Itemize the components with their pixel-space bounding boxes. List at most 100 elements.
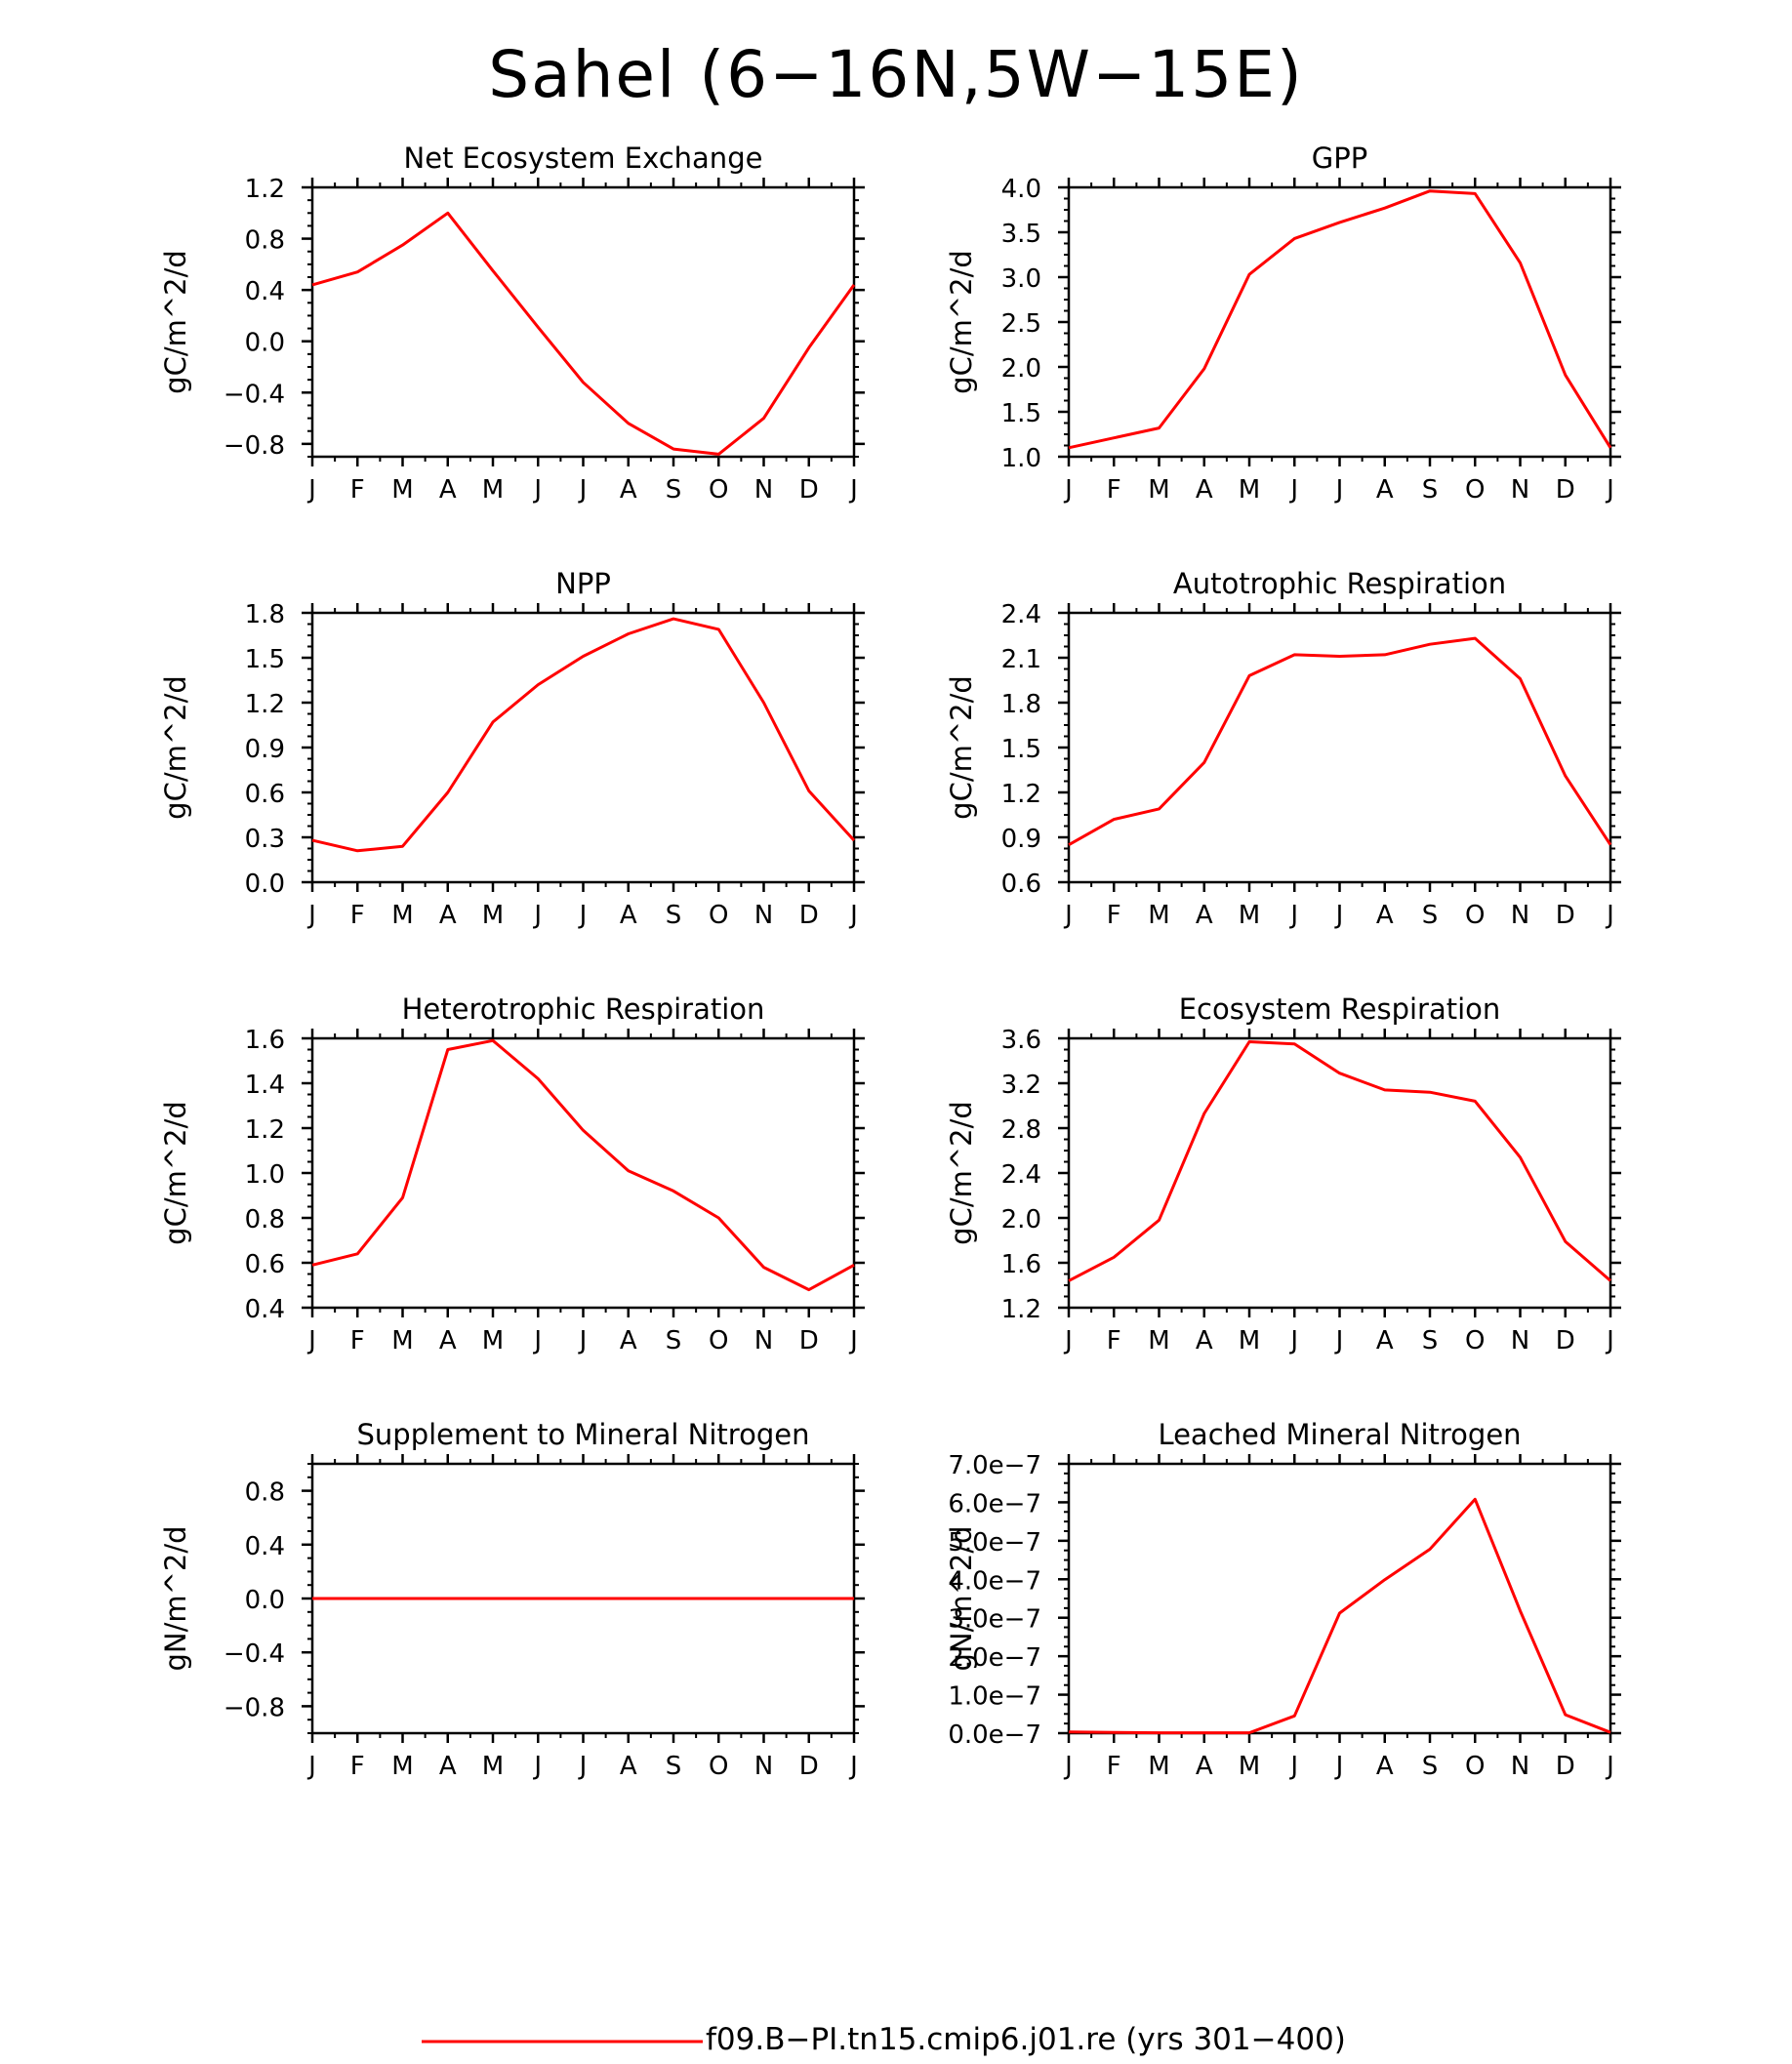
y-axis-label: gN/m^2/d: [945, 1525, 978, 1671]
y-axis-label: gC/m^2/d: [945, 1101, 978, 1245]
subplot-title: Heterotrophic Respiration: [402, 992, 765, 1026]
y-tick-label: −0.4: [224, 380, 285, 409]
x-tick-label: J: [532, 901, 542, 930]
x-tick-label: J: [1063, 901, 1073, 930]
x-tick-label: J: [1605, 901, 1614, 930]
x-tick-label: J: [1605, 475, 1614, 505]
y-tick-label: 3.6: [1001, 1026, 1041, 1055]
x-tick-label: M: [482, 1752, 504, 1781]
y-tick-label: 3.2: [1001, 1071, 1041, 1100]
panel-8: J F M A M J J A S O N D J7.0e−76.0e−75.0e−74.0e−73.0…: [945, 1418, 1621, 1781]
x-tick-label: O: [1465, 1752, 1485, 1781]
plot-frame: [310, 611, 856, 884]
y-tick-label: 5.0e−7: [948, 1528, 1041, 1558]
x-tick-label: J: [1288, 475, 1298, 505]
x-tick-label: J: [306, 1326, 316, 1356]
x-tick-label: M: [1239, 901, 1260, 930]
y-tick-label: 1.0e−7: [948, 1682, 1041, 1712]
x-tick-label: J: [848, 475, 858, 505]
x-tick-label: D: [1556, 1326, 1575, 1356]
x-tick-label: A: [1376, 1326, 1394, 1356]
x-tick-label: N: [754, 475, 773, 505]
subplot-title: GPP: [1312, 142, 1367, 175]
y-tick-label: 2.5: [1001, 309, 1041, 339]
y-tick-label: 0.4: [245, 1532, 285, 1561]
x-tick-label: S: [666, 475, 682, 505]
series-line: [1068, 636, 1612, 847]
subplot-title: NPP: [555, 567, 611, 600]
y-tick-label: 1.2: [245, 175, 285, 204]
x-tick-label: M: [1148, 901, 1169, 930]
x-tick-label: O: [1465, 901, 1485, 930]
x-tick-label: A: [620, 475, 637, 505]
series-line: [1068, 189, 1612, 450]
x-tick-label: J: [306, 475, 316, 505]
y-tick-label: 0.8: [245, 226, 285, 256]
y-tick-label: 1.8: [1001, 690, 1041, 719]
x-tick-label: D: [1556, 901, 1575, 930]
x-tick-label: M: [1239, 475, 1260, 505]
y-tick-label: 1.0: [245, 1160, 285, 1190]
y-tick-label: 1.2: [245, 690, 285, 719]
subplot-title: Leached Mineral Nitrogen: [1158, 1418, 1521, 1451]
x-tick-label: N: [754, 1752, 773, 1781]
x-tick-label: M: [1148, 475, 1169, 505]
x-tick-label: M: [391, 475, 413, 505]
x-tick-label: A: [620, 1752, 637, 1781]
plot-frame: [1067, 185, 1612, 459]
y-tick-label: 1.5: [245, 645, 285, 674]
x-tick-label: N: [1511, 901, 1529, 930]
x-tick-label: N: [754, 901, 773, 930]
x-tick-label: J: [848, 1752, 858, 1781]
y-tick-label: 1.5: [1001, 399, 1041, 428]
y-tick-label: 0.6: [245, 1250, 285, 1279]
y-tick-label: 3.5: [1001, 220, 1041, 249]
legend-label: f09.B−PI.tn15.cmip6.j01.re (yrs 301−400): [706, 2022, 1346, 2057]
x-tick-label: J: [578, 1326, 588, 1356]
x-tick-label: D: [799, 1752, 819, 1781]
x-tick-label: A: [1196, 901, 1213, 930]
y-tick-label: 0.6: [1001, 870, 1041, 899]
x-tick-label: F: [1107, 1752, 1121, 1781]
subplot-title: Autotrophic Respiration: [1173, 567, 1506, 600]
x-tick-label: O: [1465, 475, 1485, 505]
y-tick-label: 0.8: [245, 1478, 285, 1508]
y-tick-label: 1.4: [245, 1071, 285, 1100]
x-tick-label: S: [666, 1752, 682, 1781]
x-tick-label: S: [1422, 1326, 1439, 1356]
x-tick-label: O: [1465, 1326, 1485, 1356]
x-tick-label: J: [1334, 901, 1344, 930]
y-tick-label: 0.8: [245, 1205, 285, 1234]
x-tick-label: A: [439, 901, 457, 930]
y-axis-label: gN/m^2/d: [159, 1525, 192, 1671]
panel-5: J F M A M J J A S O N D J1.61.41.21.00.80.60.4Hetero…: [159, 992, 865, 1356]
y-tick-label: 1.2: [1001, 780, 1041, 809]
x-tick-label: J: [1288, 1752, 1298, 1781]
y-tick-label: 0.3: [245, 825, 285, 854]
x-tick-label: S: [1422, 475, 1439, 505]
panel-4: J F M A M J J A S O N D J2.42.11.81.51.20.90.6Autotr…: [945, 567, 1621, 930]
y-tick-label: 2.0: [1001, 354, 1041, 384]
x-tick-label: A: [1196, 475, 1213, 505]
x-tick-label: J: [1288, 901, 1298, 930]
x-tick-label: S: [1422, 901, 1439, 930]
x-tick-label: A: [1376, 901, 1394, 930]
y-tick-label: 3.0e−7: [948, 1605, 1041, 1635]
y-tick-label: 2.4: [1001, 600, 1041, 629]
panel-7: J F M A M J J A S O N D J0.80.40.0−0.4−0.8Supplement…: [159, 1418, 865, 1781]
x-tick-label: F: [1107, 1326, 1121, 1356]
x-tick-label: J: [1288, 1326, 1298, 1356]
x-tick-label: J: [306, 1752, 316, 1781]
series-line: [311, 1038, 855, 1292]
x-tick-label: D: [799, 475, 819, 505]
x-tick-label: M: [482, 1326, 504, 1356]
x-tick-label: J: [306, 901, 316, 930]
x-tick-label: F: [350, 1326, 365, 1356]
y-tick-label: 2.0: [1001, 1205, 1041, 1234]
x-tick-label: J: [848, 1326, 858, 1356]
x-tick-label: O: [709, 901, 728, 930]
x-tick-label: F: [350, 1752, 365, 1781]
x-tick-label: A: [439, 1326, 457, 1356]
x-tick-label: O: [709, 1326, 728, 1356]
